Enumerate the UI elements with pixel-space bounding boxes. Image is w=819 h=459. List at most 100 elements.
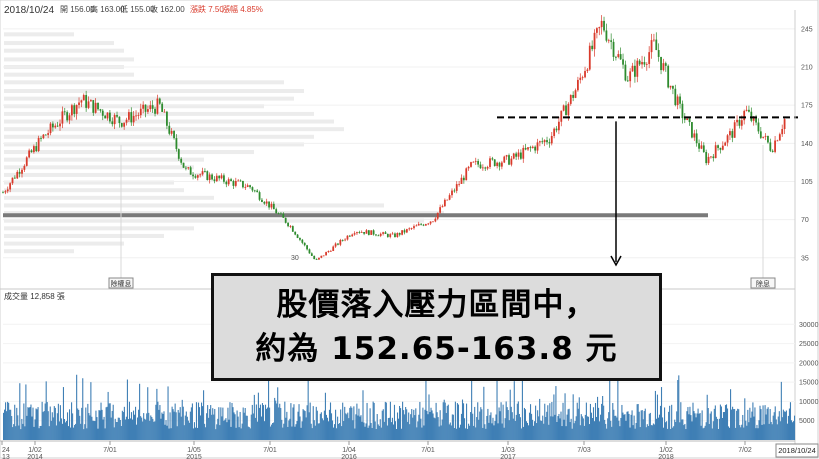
volume-bar — [307, 377, 309, 440]
volume-bar — [756, 424, 758, 440]
volume-bar — [787, 415, 789, 440]
candle-body — [123, 122, 126, 127]
volume-bar — [611, 426, 613, 440]
candle-body — [51, 123, 54, 128]
volume-bar — [45, 381, 47, 440]
volume-bar — [58, 421, 60, 440]
volume-bar — [519, 417, 521, 440]
volume-bar — [402, 401, 404, 440]
volume-bar — [510, 406, 512, 440]
candle-body — [491, 158, 494, 160]
volume-bar — [446, 405, 448, 440]
volume-bar — [182, 406, 184, 440]
volume-bar — [170, 428, 172, 440]
volume-bar — [382, 409, 384, 440]
volume-bar — [150, 415, 152, 440]
candle-body — [546, 140, 548, 143]
volume-bar — [485, 428, 487, 440]
volume-bar — [726, 408, 729, 440]
volume-bar — [374, 421, 376, 440]
volume-bar — [477, 402, 479, 440]
volume-bar — [82, 378, 84, 440]
volume-bar — [452, 414, 454, 440]
volume-bar — [317, 423, 319, 440]
volume-bar — [393, 404, 396, 440]
callout-line-2: 約為 152.65-163.8 元 — [255, 331, 618, 367]
volume-bar — [734, 409, 736, 440]
volume-bar — [313, 420, 315, 440]
volume-bar — [110, 417, 112, 440]
candle-body — [251, 187, 254, 191]
price-tick-label: 105 — [801, 179, 813, 186]
volume-bar — [238, 427, 240, 440]
volume-bar — [395, 429, 398, 440]
candle-body — [467, 166, 470, 169]
candle-body — [474, 160, 477, 162]
candle-body — [9, 183, 12, 190]
volume-bar — [356, 403, 358, 440]
volume-bar — [706, 394, 708, 440]
x-tick-label: 7/03 — [577, 447, 591, 454]
volume-bar — [711, 428, 713, 440]
candle-body — [204, 171, 206, 172]
volume-bar — [569, 422, 571, 440]
volume-bar — [279, 403, 281, 440]
volume-bar — [764, 405, 766, 440]
volume-bar — [657, 417, 660, 440]
volume-bar — [23, 403, 25, 440]
volume-bar — [631, 410, 633, 440]
volume-bar — [508, 420, 510, 440]
volume-bar — [94, 421, 96, 440]
volume-bar — [262, 405, 265, 440]
candle-body — [185, 167, 187, 169]
volume-bar — [75, 423, 77, 440]
candle-body — [56, 125, 59, 127]
volume-bar — [433, 417, 435, 440]
candle-body — [394, 233, 396, 238]
profile-bar — [4, 104, 264, 109]
volume-bar — [497, 423, 499, 440]
candle-body — [534, 146, 537, 151]
volume-bar — [456, 403, 458, 440]
volume-bar — [495, 414, 497, 440]
volume-bar — [74, 425, 76, 440]
volume-bar — [745, 420, 747, 440]
volume-bar — [411, 409, 413, 440]
candlesticks — [2, 15, 786, 260]
candle-body — [458, 183, 461, 185]
volume-bar — [269, 407, 271, 440]
volume-bar — [10, 409, 12, 440]
candle-body — [177, 149, 180, 159]
volume-bar — [731, 409, 733, 440]
candle-body — [249, 185, 251, 188]
candle-body — [227, 179, 230, 185]
volume-bar — [627, 411, 629, 440]
volume-bar — [338, 423, 340, 440]
volume-bar — [503, 427, 505, 440]
candle-body — [218, 175, 221, 179]
volume-bar — [539, 398, 541, 440]
volume-bar — [529, 404, 532, 440]
volume-bar — [494, 420, 496, 440]
volume-bar — [461, 399, 464, 440]
candle-body — [135, 115, 137, 117]
volume-bar — [176, 426, 178, 440]
candle-body — [420, 223, 423, 225]
volume-bar — [387, 418, 389, 440]
volume-bar — [524, 409, 527, 440]
candle-body — [679, 96, 681, 104]
volume-bar — [199, 415, 202, 440]
candle-body — [681, 103, 684, 119]
marker-box — [750, 277, 776, 289]
volume-bar — [167, 386, 169, 440]
volume-bar — [656, 394, 659, 440]
volume-bar — [606, 428, 608, 440]
x-tick-label: 1/05 — [187, 447, 201, 454]
volume-bar — [739, 425, 741, 440]
volume-bar — [695, 417, 697, 440]
volume-bar — [713, 408, 715, 440]
volume-bar — [92, 420, 94, 440]
volume-bar — [233, 412, 235, 440]
volume-bar — [267, 407, 269, 440]
volume-bar — [687, 407, 689, 440]
